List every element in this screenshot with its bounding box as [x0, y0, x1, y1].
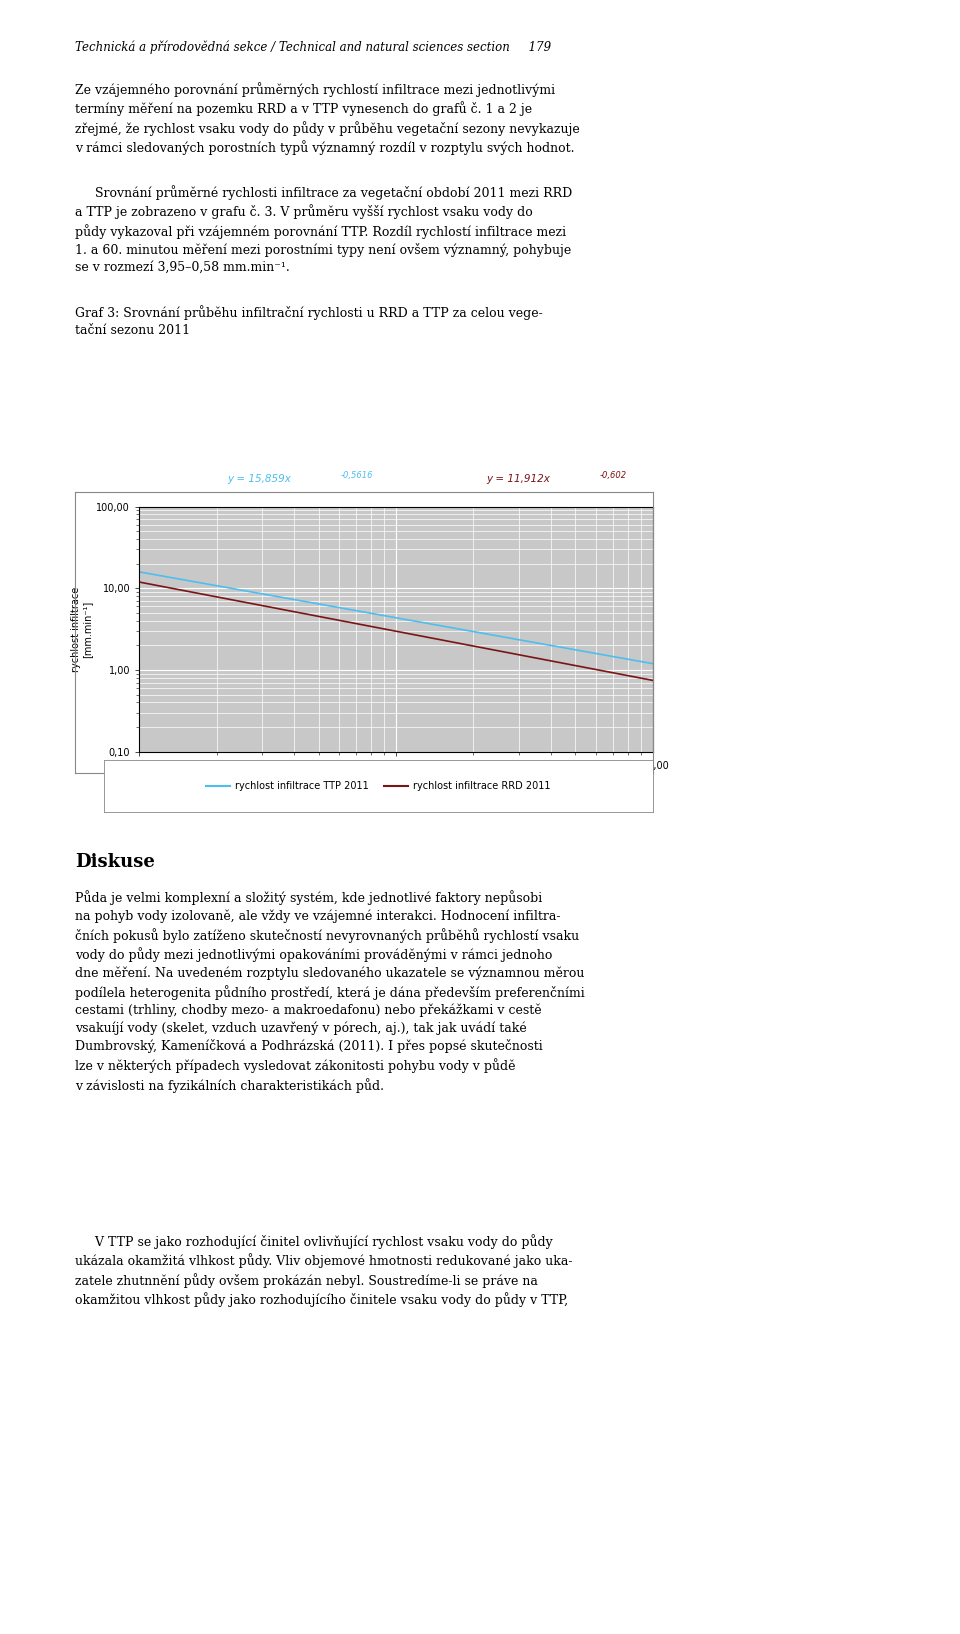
Text: -0,602: -0,602: [600, 471, 627, 480]
Y-axis label: rychlost infiltrace
[mm.min⁻¹]: rychlost infiltrace [mm.min⁻¹]: [71, 587, 92, 672]
Text: y = 15,859x: y = 15,859x: [228, 474, 291, 484]
rychlost infiltrace RRD 2011: [543, 650, 555, 670]
rychlost infiltrace TTP 2011: [647, 654, 659, 673]
Text: V TTP se jako rozhodující činitel ovlivňující rychlost vsaku vody do půdy
ukázal: V TTP se jako rozhodující činitel ovlivň…: [75, 1234, 572, 1307]
rychlost infiltrace TTP 2011: [543, 636, 555, 655]
rychlost infiltrace RRD 2011: [534, 649, 545, 668]
rychlost infiltrace TTP 2011: [486, 626, 497, 645]
Text: -0,5616: -0,5616: [341, 471, 373, 480]
rychlost infiltrace RRD 2011: [647, 670, 659, 690]
Line: rychlost infiltrace RRD 2011: rychlost infiltrace RRD 2011: [139, 582, 653, 680]
rychlost infiltrace TTP 2011: [360, 603, 372, 623]
rychlost infiltrace TTP 2011: [133, 562, 145, 582]
rychlost infiltrace TTP 2011: [534, 634, 545, 654]
Text: Graf 3: Srovnání průběhu infiltrační rychlosti u RRD a TTP za celou vege-
tační : Graf 3: Srovnání průběhu infiltrační ryc…: [75, 306, 542, 338]
rychlost infiltrace RRD 2011: [486, 641, 497, 660]
rychlost infiltrace RRD 2011: [186, 582, 198, 601]
Text: Srovnání průměrné rychlosti infiltrace za vegetační období 2011 mezi RRD
a TTP j: Srovnání průměrné rychlosti infiltrace z…: [75, 185, 572, 275]
rychlost infiltrace TTP 2011: [341, 600, 352, 619]
Legend: rychlost infiltrace TTP 2011, rychlost infiltrace RRD 2011: rychlost infiltrace TTP 2011, rychlost i…: [203, 778, 554, 794]
rychlost infiltrace RRD 2011: [360, 616, 372, 636]
rychlost infiltrace TTP 2011: [186, 572, 198, 592]
Text: y = 11,912x: y = 11,912x: [487, 474, 550, 484]
Text: Technická a přírodovědná sekce / Technical and natural sciences section     179: Technická a přírodovědná sekce / Technic…: [75, 41, 551, 54]
Line: rychlost infiltrace TTP 2011: rychlost infiltrace TTP 2011: [139, 572, 653, 663]
Text: Diskuse: Diskuse: [75, 853, 155, 871]
Text: Půda je velmi komplexní a složitý systém, kde jednotlivé faktory nepůsobi
na poh: Půda je velmi komplexní a složitý systém…: [75, 891, 585, 1093]
X-axis label: čas [min]: čas [min]: [370, 775, 422, 786]
rychlost infiltrace RRD 2011: [341, 613, 352, 632]
rychlost infiltrace RRD 2011: [133, 572, 145, 592]
Text: Ze vzájemného porovnání průměrných rychlostí infiltrace mezi jednotlivými
termín: Ze vzájemného porovnání průměrných rychl…: [75, 82, 580, 155]
